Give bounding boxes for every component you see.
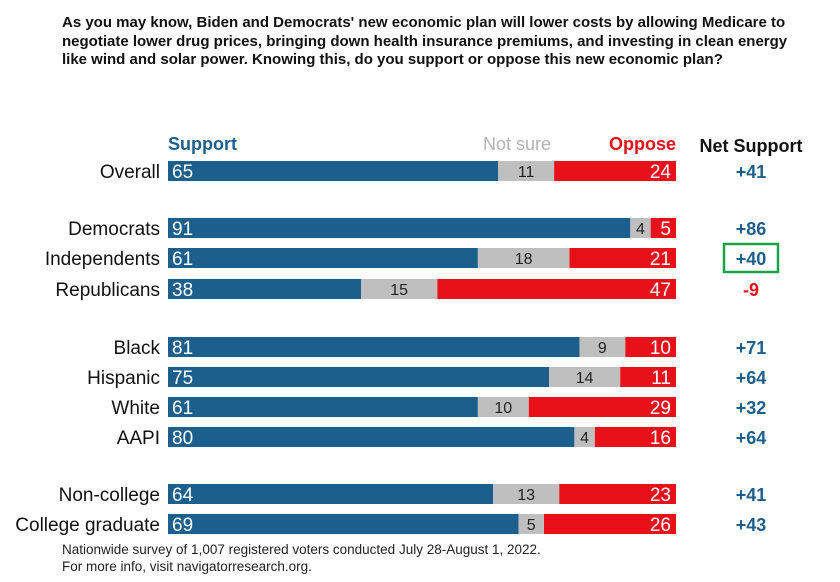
net-support-overall: +41 — [736, 162, 767, 182]
value-not-sure-republicans: 15 — [390, 282, 408, 299]
bar-oppose-white — [528, 397, 676, 417]
bar-support-hispanic — [168, 367, 549, 387]
value-not-sure-independents: 18 — [515, 251, 533, 268]
bar-not-sure-aapi — [574, 427, 595, 447]
bar-not-sure-independents — [477, 248, 570, 268]
value-support-democrats: 91 — [172, 219, 193, 240]
bar-support-non-college — [168, 484, 494, 504]
value-oppose-hispanic: 11 — [651, 368, 671, 389]
value-not-sure-aapi: 4 — [580, 430, 589, 447]
row-label-hispanic: Hispanic — [87, 368, 160, 389]
bar-not-sure-democrats — [630, 218, 651, 238]
row-label-non-college: Non-college — [59, 485, 160, 506]
bar-not-sure-republicans — [361, 279, 438, 299]
value-not-sure-black: 9 — [598, 340, 607, 357]
value-not-sure-white: 10 — [494, 400, 512, 417]
value-support-independents: 61 — [172, 249, 193, 270]
row-label-aapi: AAPI — [117, 428, 160, 449]
net-support-independents: +40 — [736, 249, 767, 269]
bar-oppose-non-college — [559, 484, 676, 504]
net-support-white: +32 — [736, 398, 767, 418]
value-support-college-graduate: 69 — [172, 515, 193, 536]
value-support-aapi: 80 — [172, 428, 193, 449]
bar-support-democrats — [168, 218, 631, 238]
value-support-black: 81 — [172, 338, 193, 359]
net-support-aapi: +64 — [736, 428, 767, 448]
footnote-info-line: For more info, visit navigatorresearch.o… — [62, 559, 312, 574]
bar-support-white — [168, 397, 478, 417]
header-not-sure: Not sure — [483, 134, 551, 154]
value-not-sure-college-graduate: 5 — [527, 517, 536, 534]
stacked-bar-chart: Support Not sure Oppose Net Support Overall 6… — [15, 134, 803, 536]
bar-not-sure-non-college — [493, 484, 560, 504]
footnote: Nationwide survey of 1,007 registered vo… — [62, 541, 541, 575]
value-support-republicans: 38 — [172, 280, 193, 301]
value-oppose-non-college: 23 — [650, 485, 671, 506]
net-support-republicans: -9 — [743, 280, 759, 300]
row-label-black: Black — [114, 338, 161, 359]
value-oppose-republicans: 47 — [650, 280, 671, 301]
value-oppose-democrats: 5 — [660, 219, 671, 240]
bar-support-independents — [168, 248, 478, 268]
footnote-survey-line: Nationwide survey of 1,007 registered vo… — [62, 542, 541, 557]
value-not-sure-non-college: 13 — [517, 487, 535, 504]
value-oppose-college-graduate: 26 — [650, 515, 671, 536]
bar-support-aapi — [168, 427, 575, 447]
bar-not-sure-hispanic — [549, 367, 621, 387]
bar-oppose-college-graduate — [543, 514, 676, 534]
bar-not-sure-overall — [498, 161, 555, 181]
header-oppose: Oppose — [609, 134, 676, 154]
net-support-democrats: +86 — [736, 219, 767, 239]
value-oppose-aapi: 16 — [650, 428, 671, 449]
row-label-independents: Independents — [45, 249, 160, 270]
bar-oppose-democrats — [650, 218, 676, 238]
bar-oppose-black — [625, 337, 676, 357]
bar-not-sure-college-graduate — [518, 514, 544, 534]
value-oppose-independents: 21 — [650, 249, 671, 270]
net-support-non-college: +41 — [736, 485, 767, 505]
bar-support-republicans — [168, 279, 362, 299]
value-support-white: 61 — [172, 398, 193, 419]
row-label-overall: Overall — [100, 162, 160, 183]
bar-oppose-hispanic — [620, 367, 676, 387]
value-support-overall: 65 — [172, 162, 193, 183]
value-not-sure-hispanic: 14 — [576, 370, 594, 387]
value-oppose-black: 10 — [650, 338, 671, 359]
bar-support-college-graduate — [168, 514, 519, 534]
value-support-hispanic: 75 — [172, 368, 193, 389]
net-support-college-graduate: +43 — [736, 515, 767, 535]
value-not-sure-democrats: 4 — [636, 221, 645, 238]
bar-support-black — [168, 337, 580, 357]
bar-oppose-republicans — [437, 279, 676, 299]
value-not-sure-overall: 11 — [518, 164, 535, 181]
bar-oppose-aapi — [594, 427, 676, 447]
header-support: Support — [168, 134, 237, 154]
bar-oppose-overall — [554, 161, 676, 181]
row-label-republicans: Republicans — [55, 280, 160, 301]
value-support-non-college: 64 — [172, 485, 194, 506]
bar-support-overall — [168, 161, 499, 181]
question-text: As you may know, Biden and Democrats' ne… — [62, 14, 788, 68]
bar-not-sure-black — [579, 337, 626, 357]
value-oppose-white: 29 — [650, 398, 671, 419]
net-support-black: +71 — [736, 338, 767, 358]
value-oppose-overall: 24 — [650, 162, 672, 183]
net-support-hispanic: +64 — [736, 368, 767, 388]
net-highlight-box — [722, 242, 780, 274]
row-label-democrats: Democrats — [68, 219, 160, 240]
row-label-college-graduate: College graduate — [15, 515, 160, 536]
header-net-support: Net Support — [700, 136, 803, 156]
bar-oppose-independents — [569, 248, 676, 268]
bar-not-sure-white — [477, 397, 529, 417]
row-label-white: White — [111, 398, 160, 419]
